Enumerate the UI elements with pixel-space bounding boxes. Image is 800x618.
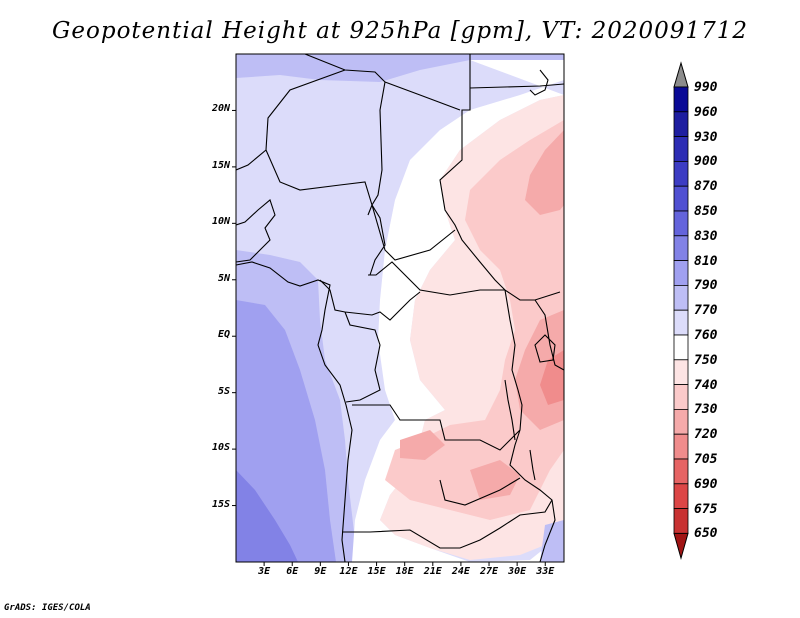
colorbar-swatch (673, 160, 689, 187)
field-ocean-830 (236, 470, 298, 562)
border-congo-gabon (344, 311, 381, 403)
border-mali (236, 69, 346, 171)
lake-victoria (534, 334, 556, 363)
border-cameroon (319, 279, 421, 321)
lat-label: 10S (211, 442, 230, 454)
colorbar-label: 760 (694, 328, 718, 343)
grads-credit: GrADS: IGES/COLA (4, 603, 91, 613)
border-west-coast (236, 199, 276, 263)
colorbar-swatch (673, 483, 689, 509)
border-libya-chad (384, 81, 461, 111)
lon-label: 30E (508, 566, 527, 577)
colorbar-label: 705 (694, 452, 718, 467)
colorbar-swatch (673, 458, 689, 485)
lon-label: 12E (339, 566, 358, 577)
map-frame (235, 53, 565, 563)
colorbar-swatch (673, 359, 689, 385)
colorbar-label: 650 (694, 526, 718, 542)
colorbar-swatch (673, 334, 689, 361)
field-north-790 (236, 54, 564, 82)
field-730-west (400, 430, 445, 460)
lat-label: 15N (211, 159, 230, 171)
colorbar-label: 850 (694, 204, 718, 219)
colorbar-label: 900 (694, 154, 718, 170)
lake-tanganyika (504, 379, 516, 441)
colorbar-label: 720 (694, 427, 718, 443)
border-niger-nigeria (265, 149, 386, 276)
colorbar-swatch (673, 433, 689, 460)
colorbar-label: 810 (694, 253, 718, 269)
colorbar-swatch (673, 284, 689, 311)
field-730-north (525, 130, 564, 215)
lat-label: 5S (217, 385, 230, 397)
lake-malawi (529, 449, 536, 481)
colorbar-swatch (673, 185, 689, 212)
border-tanzania-mozambique (509, 429, 556, 562)
colorbar-bottom-arrow (673, 532, 689, 561)
colorbar-label: 930 (694, 129, 718, 145)
height-field (236, 54, 564, 562)
colorbar-label: 830 (694, 228, 718, 244)
border-egypt-sudan (469, 83, 564, 89)
field-740 (385, 120, 564, 520)
colorbar-swatch (673, 408, 689, 435)
colorbar-swatch (673, 260, 689, 286)
plot-title: Geopotential Height at 925hPa [gpm], VT:… (52, 18, 748, 44)
colorbar-label: 790 (694, 278, 718, 294)
colorbar-top-arrow (673, 61, 689, 88)
colorbar-swatch (673, 86, 689, 113)
lon-label: 27E (479, 566, 499, 577)
field-760 (352, 60, 564, 562)
colorbar-swatch (673, 111, 689, 138)
border-chad-sudan (439, 54, 506, 291)
field-730-south (470, 460, 520, 500)
lon-label: 6E (286, 566, 299, 577)
colorbar-swatch (673, 309, 689, 336)
coastline-west (236, 261, 353, 562)
lat-label: EQ (217, 329, 230, 341)
colorbar-label: 675 (694, 501, 718, 517)
border-algeria-niger (304, 54, 386, 216)
lat-label: 5N (217, 272, 230, 284)
lon-label: 3E (258, 566, 271, 577)
lat-label: 10N (211, 216, 230, 228)
colorbar-label: 740 (694, 377, 718, 393)
colorbar-swatch (673, 210, 689, 237)
border-uganda-kenya (520, 299, 564, 371)
coast-red-sea (529, 69, 549, 96)
border-angola-drc (352, 404, 521, 451)
lon-label: 15E (367, 566, 386, 577)
colorbar-swatch (673, 235, 689, 262)
colorbar-swatch (673, 136, 689, 162)
lon-label: 24E (451, 566, 470, 577)
colorbar-label: 730 (694, 402, 718, 418)
colorbar-label: 750 (694, 352, 718, 368)
axis-ticks (232, 109, 546, 566)
border-chad-car (371, 204, 456, 261)
lon-label: 9E (314, 566, 327, 577)
colorbar-swatch (673, 508, 689, 534)
border-namibia-angola (342, 499, 553, 549)
lat-label: 15S (211, 498, 230, 510)
colorbar-swatch (673, 384, 689, 410)
borders (236, 54, 564, 562)
lon-label: 21E (423, 566, 442, 577)
lat-label: 20N (211, 103, 230, 115)
colorbar-label: 690 (694, 476, 718, 492)
field-se-790 (540, 520, 564, 562)
colorbar-label: 770 (694, 303, 718, 319)
field-720 (540, 350, 564, 405)
colorbar-label: 960 (694, 104, 718, 120)
border-zambia (439, 477, 521, 506)
lon-label: 18E (395, 566, 414, 577)
field-ocean-810 (236, 300, 336, 562)
colorbar-label: 990 (694, 80, 718, 95)
border-drc-east (504, 289, 523, 431)
colorbar-label: 870 (694, 179, 718, 195)
lon-label: 33E (536, 566, 555, 577)
